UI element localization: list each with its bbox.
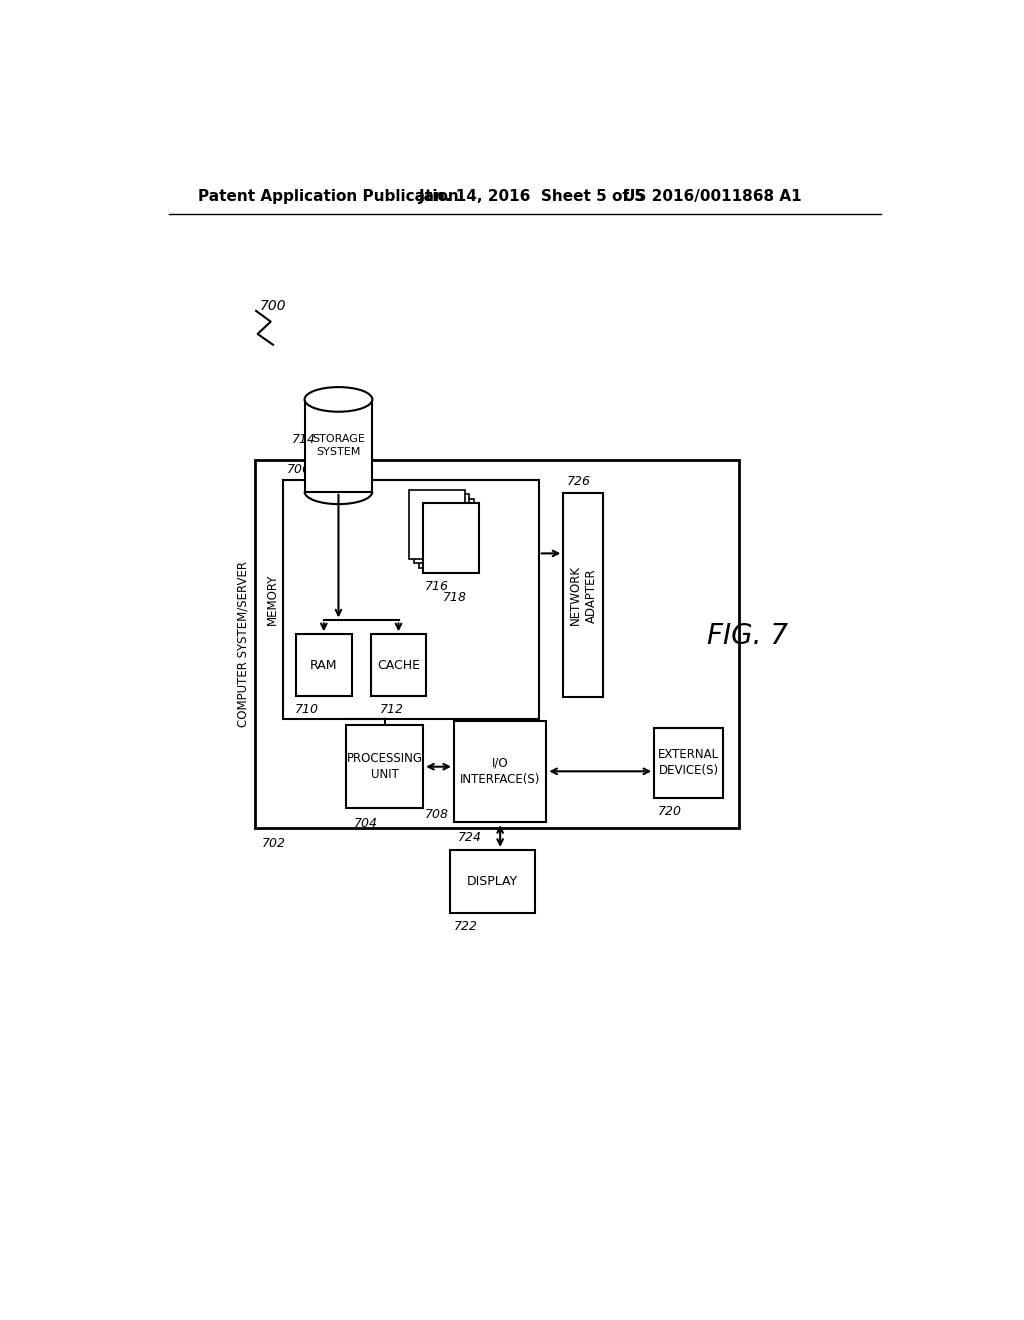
Bar [654, 729, 724, 797]
Text: 714: 714 [292, 433, 316, 446]
Text: 718: 718 [442, 591, 466, 603]
Text: Jan. 14, 2016  Sheet 5 of 5: Jan. 14, 2016 Sheet 5 of 5 [419, 189, 646, 205]
Text: PROCESSING
UNIT: PROCESSING UNIT [347, 752, 423, 781]
Text: 706: 706 [287, 463, 311, 477]
Bar [283, 480, 539, 719]
Bar [371, 635, 426, 696]
Text: COMPUTER SYSTEM/SERVER: COMPUTER SYSTEM/SERVER [237, 561, 250, 727]
Bar [410, 490, 465, 558]
Bar [414, 494, 469, 564]
Text: US 2016/0011868 A1: US 2016/0011868 A1 [624, 189, 802, 205]
Text: 722: 722 [454, 920, 478, 933]
Text: 716: 716 [425, 579, 449, 593]
Bar [419, 499, 474, 568]
Bar [304, 400, 373, 492]
Text: 710: 710 [295, 704, 318, 717]
Text: NETWORK
ADAPTER: NETWORK ADAPTER [568, 565, 598, 626]
Bar [454, 721, 547, 822]
Bar [296, 635, 351, 696]
Text: MEMORY: MEMORY [266, 574, 279, 626]
Text: 724: 724 [458, 832, 482, 843]
Text: STORAGE
SYSTEM: STORAGE SYSTEM [312, 434, 365, 457]
Ellipse shape [304, 387, 373, 412]
Bar [563, 494, 603, 697]
Text: 726: 726 [567, 475, 591, 488]
Text: 708: 708 [425, 808, 449, 821]
Bar [255, 461, 739, 829]
Text: RAM: RAM [310, 659, 338, 672]
Bar [451, 850, 535, 913]
Text: 720: 720 [658, 805, 682, 818]
Text: 704: 704 [354, 817, 378, 830]
Text: DISPLAY: DISPLAY [467, 875, 518, 888]
Text: Patent Application Publication: Patent Application Publication [199, 189, 459, 205]
Text: EXTERNAL
DEVICE(S): EXTERNAL DEVICE(S) [658, 748, 720, 777]
Text: I/O
INTERFACE(S): I/O INTERFACE(S) [460, 756, 541, 785]
Text: FIG. 7: FIG. 7 [707, 622, 787, 649]
Text: 712: 712 [380, 704, 404, 717]
Text: 702: 702 [261, 837, 286, 850]
Bar [346, 725, 423, 808]
Text: 700: 700 [260, 300, 287, 313]
Bar [423, 503, 478, 573]
Text: CACHE: CACHE [377, 659, 420, 672]
